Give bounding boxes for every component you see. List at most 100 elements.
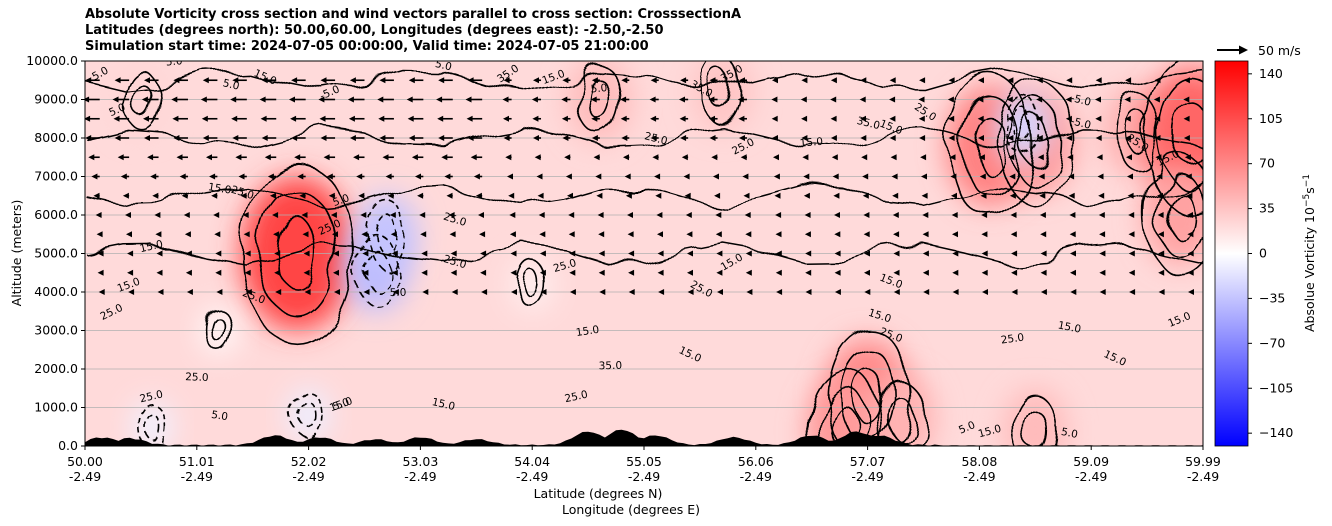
wind-vector-head xyxy=(567,192,573,199)
wind-vector-head xyxy=(215,250,222,257)
wind-vector-head xyxy=(565,173,572,180)
wind-vector-head xyxy=(362,269,369,276)
wind-vector-head xyxy=(717,289,723,295)
wind-vector xyxy=(1068,192,1075,199)
wind-vector xyxy=(171,96,188,103)
wind-vector xyxy=(1157,212,1164,218)
wind-vector xyxy=(143,115,159,122)
wind-vector-head xyxy=(1157,212,1164,218)
wind-vector xyxy=(978,135,984,141)
wind-vector xyxy=(561,115,571,122)
wind-vector-head xyxy=(978,135,984,141)
wind-vector-head xyxy=(240,192,247,199)
wind-vector-head xyxy=(893,289,900,295)
wind-vector xyxy=(113,115,130,122)
wind-vector-head xyxy=(171,96,178,103)
wind-vector-head xyxy=(949,154,956,161)
wind-vector xyxy=(1010,212,1017,218)
contour-label: 5.0 xyxy=(210,409,228,423)
wind-vector-head xyxy=(893,231,900,238)
wind-vector-head xyxy=(303,250,310,257)
wind-vector-head xyxy=(1124,115,1131,122)
wind-vector xyxy=(1187,212,1193,218)
x-axis-label-latitude: Latitude (degrees N) xyxy=(534,486,663,501)
x-tick-label-longitude: -2.49 xyxy=(516,469,548,484)
wind-vector-head xyxy=(291,135,298,141)
wind-vector xyxy=(536,173,543,180)
wind-vector-head xyxy=(245,289,252,295)
wind-vector xyxy=(349,77,365,84)
wind-vector-head xyxy=(739,135,745,141)
vorticity-blob xyxy=(1003,388,1068,446)
wind-vector xyxy=(172,115,188,122)
wind-vector xyxy=(1095,115,1102,122)
wind-vector-head xyxy=(654,173,661,180)
wind-vector xyxy=(122,192,130,199)
wind-vector-head xyxy=(385,173,392,180)
wind-vector xyxy=(568,212,575,218)
wind-vector xyxy=(569,269,576,276)
wind-vector-head xyxy=(289,96,295,103)
contour-line xyxy=(852,368,884,424)
wind-vector-head xyxy=(323,154,330,161)
contour-line xyxy=(144,413,160,441)
wind-vector xyxy=(1126,154,1132,161)
wind-vector-head xyxy=(117,154,124,161)
wind-vector xyxy=(708,96,718,103)
x-tick-label-latitude: 52.02 xyxy=(291,454,327,469)
wind-vector xyxy=(290,115,306,122)
wind-vector xyxy=(539,231,546,238)
x-tick-label-longitude: -2.49 xyxy=(1075,469,1107,484)
wind-vector xyxy=(863,212,870,218)
wind-vector xyxy=(800,96,807,103)
wind-vector xyxy=(382,154,394,161)
wind-vector xyxy=(96,231,103,238)
wind-vector xyxy=(291,77,306,84)
wind-vector xyxy=(1007,77,1014,84)
contour-line xyxy=(1013,394,1057,446)
wind-vector-head xyxy=(711,154,718,161)
wind-vector-head xyxy=(893,269,900,276)
wind-vector-head xyxy=(299,192,306,199)
x-tick-label-latitude: 59.09 xyxy=(1073,454,1109,469)
wind-vector xyxy=(832,173,839,180)
wind-vector-head xyxy=(714,192,721,199)
wind-vector-head xyxy=(419,212,426,218)
wind-vector xyxy=(890,154,897,161)
wind-vector-head xyxy=(1010,212,1017,218)
wind-vector-head xyxy=(922,231,929,238)
wind-vector xyxy=(860,135,867,141)
wind-vector xyxy=(743,192,750,199)
wind-vector-head xyxy=(860,115,866,122)
wind-vector xyxy=(773,154,779,161)
wind-vector xyxy=(1095,135,1102,141)
wind-vector xyxy=(1011,269,1018,276)
wind-vector xyxy=(738,115,747,122)
colorbar-tick-label: 70 xyxy=(1259,156,1275,171)
wind-vector xyxy=(595,173,602,180)
wind-vector-head xyxy=(478,212,484,218)
wind-vector xyxy=(303,269,310,276)
wind-vector-head xyxy=(564,154,571,161)
wind-vector-head xyxy=(952,289,959,295)
wind-vector xyxy=(1040,231,1047,238)
wind-vector xyxy=(358,192,365,199)
wind-vector-head xyxy=(377,96,384,103)
wind-vector xyxy=(304,289,311,295)
wind-vector-head xyxy=(625,192,632,199)
wind-vector-head xyxy=(737,96,744,103)
wind-vector-head xyxy=(1095,135,1102,141)
wind-vector xyxy=(202,135,218,141)
wind-vector-head xyxy=(716,269,723,276)
wind-vector xyxy=(127,269,134,276)
wind-vector xyxy=(1155,154,1162,161)
wind-vector-head xyxy=(507,173,513,180)
wind-vector xyxy=(1065,115,1072,122)
wind-vector-head xyxy=(181,192,188,199)
x-tick-label-latitude: 59.99 xyxy=(1185,454,1221,469)
wind-vector xyxy=(687,289,694,295)
wind-vector-head xyxy=(1066,77,1073,84)
wind-vector xyxy=(1188,289,1194,295)
title-line-1: Absolute Vorticity cross section and win… xyxy=(85,7,742,22)
wind-vector xyxy=(181,192,188,199)
